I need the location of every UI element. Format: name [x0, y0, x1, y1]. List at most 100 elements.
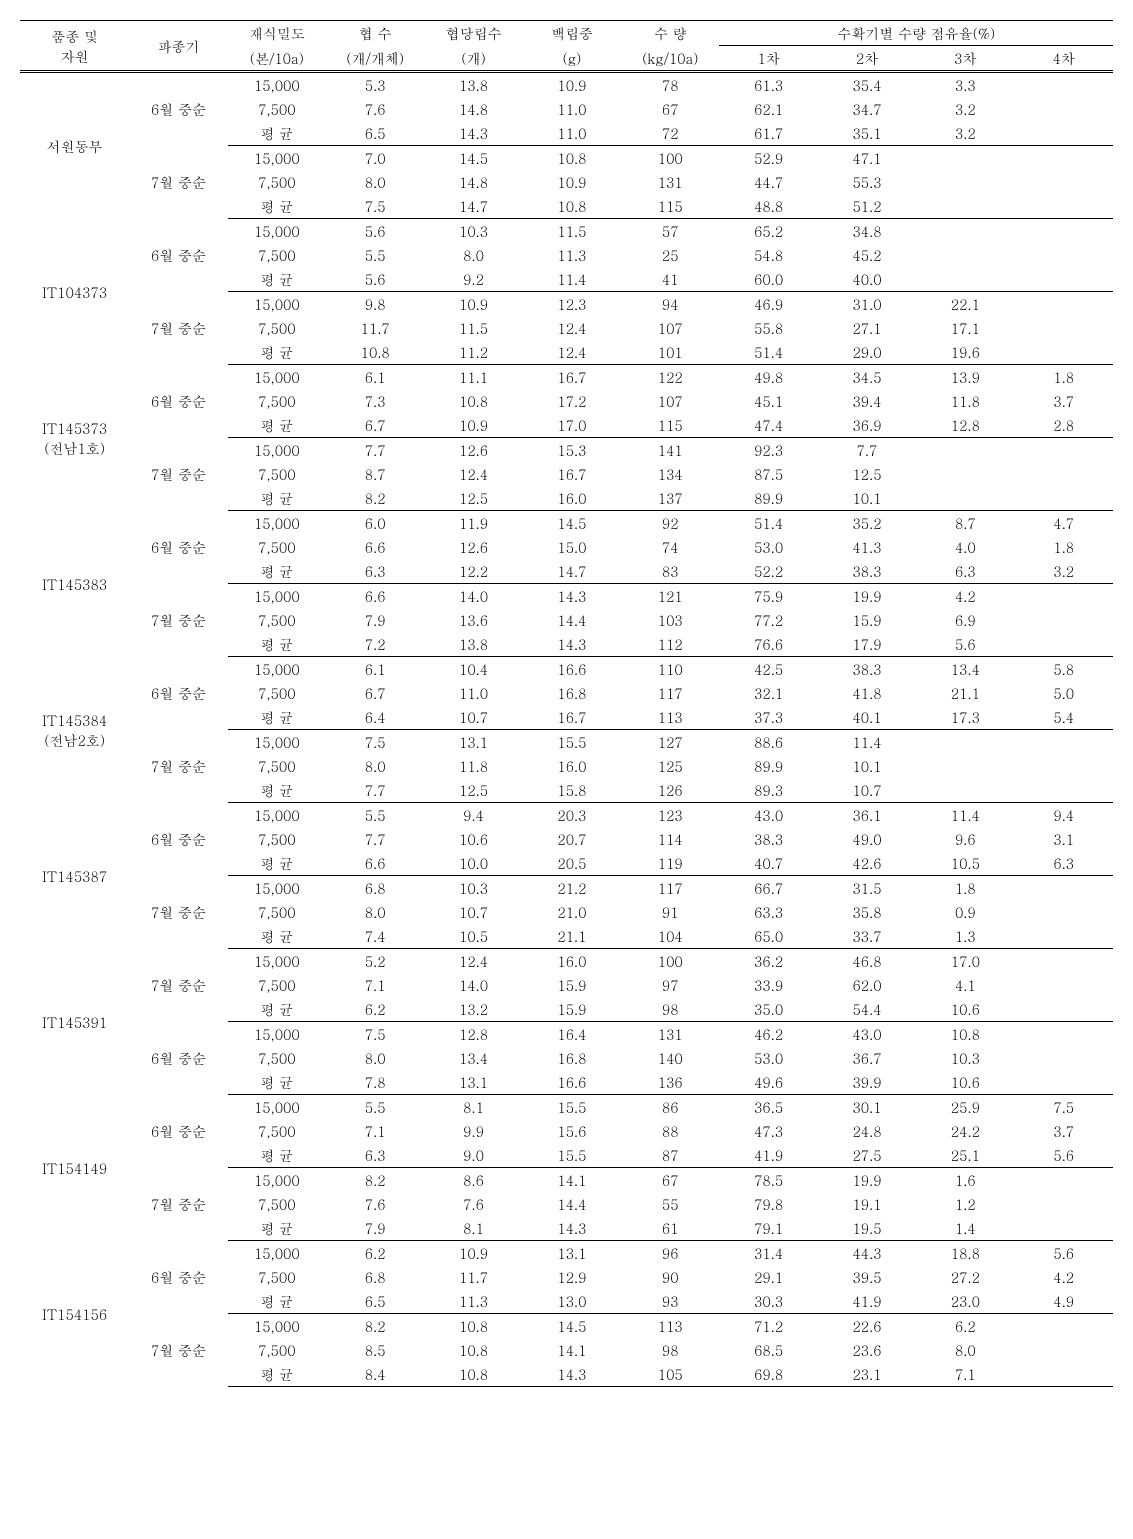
variety-cell: 서원동부: [20, 72, 129, 219]
density-cell: 15,000: [228, 584, 326, 609]
density-cell: 15,000: [228, 365, 326, 390]
value-cell: [1015, 121, 1113, 146]
value-cell: 52.9: [719, 146, 817, 171]
value-cell: 34.7: [818, 97, 916, 121]
variety-cell: IT154156: [20, 1241, 129, 1387]
value-cell: 86: [621, 1095, 719, 1120]
value-cell: [1015, 72, 1113, 98]
value-cell: 65.2: [719, 219, 817, 244]
value-cell: 36.5: [719, 1095, 817, 1120]
value-cell: 38.3: [818, 559, 916, 584]
value-cell: 14.3: [523, 584, 621, 609]
value-cell: 5.4: [1015, 705, 1113, 730]
value-cell: 30.1: [818, 1095, 916, 1120]
density-cell: 15,000: [228, 657, 326, 682]
value-cell: 5.5: [326, 243, 424, 267]
density-cell: 15,000: [228, 292, 326, 317]
value-cell: 117: [621, 681, 719, 705]
value-cell: [1015, 1192, 1113, 1216]
value-cell: 67: [621, 1168, 719, 1193]
sowing-cell: 6월 중순: [129, 365, 227, 438]
value-cell: 14.4: [523, 608, 621, 632]
value-cell: 5.6: [1015, 1241, 1113, 1266]
value-cell: 10.3: [916, 1046, 1014, 1070]
value-cell: 88.6: [719, 730, 817, 755]
value-cell: 8.0: [326, 900, 424, 924]
value-cell: [1015, 1046, 1113, 1070]
value-cell: 13.4: [916, 657, 1014, 682]
value-cell: 47.3: [719, 1119, 817, 1143]
sowing-cell: 7월 중순: [129, 876, 227, 949]
value-cell: 7.7: [818, 438, 916, 463]
value-cell: 6.1: [326, 365, 424, 390]
value-cell: 6.9: [916, 608, 1014, 632]
value-cell: [916, 754, 1014, 778]
value-cell: 0.9: [916, 900, 1014, 924]
value-cell: 114: [621, 827, 719, 851]
sowing-cell: 7월 중순: [129, 584, 227, 657]
variety-cell: IT104373: [20, 219, 129, 365]
avg-label: 평 균: [228, 778, 326, 803]
value-cell: 15.5: [523, 730, 621, 755]
value-cell: 53.0: [719, 535, 817, 559]
value-cell: 14.4: [523, 1192, 621, 1216]
variety-cell: IT145387: [20, 803, 129, 949]
value-cell: 38.3: [818, 657, 916, 682]
value-cell: 13.1: [424, 730, 522, 755]
value-cell: 88: [621, 1119, 719, 1143]
value-cell: 7.6: [424, 1192, 522, 1216]
variety-cell: IT145383: [20, 511, 129, 657]
value-cell: [1015, 170, 1113, 194]
value-cell: 121: [621, 584, 719, 609]
value-cell: 14.3: [424, 121, 522, 146]
value-cell: 100: [621, 146, 719, 171]
variety-cell: IT154149: [20, 1095, 129, 1241]
value-cell: 72: [621, 121, 719, 146]
value-cell: [1015, 194, 1113, 219]
density-cell: 15,000: [228, 876, 326, 901]
density-cell: 7,500: [228, 754, 326, 778]
value-cell: 6.3: [1015, 851, 1113, 876]
sowing-cell: 6월 중순: [129, 803, 227, 876]
value-cell: [916, 778, 1014, 803]
value-cell: 46.8: [818, 949, 916, 974]
value-cell: 67: [621, 97, 719, 121]
col-sowing: 파종기: [129, 21, 227, 72]
value-cell: 16.8: [523, 1046, 621, 1070]
value-cell: 10.7: [424, 705, 522, 730]
value-cell: 9.4: [1015, 803, 1113, 828]
value-cell: 41.3: [818, 535, 916, 559]
value-cell: 136: [621, 1070, 719, 1095]
value-cell: 49.6: [719, 1070, 817, 1095]
value-cell: 35.1: [818, 121, 916, 146]
value-cell: 9.4: [424, 803, 522, 828]
value-cell: 62.1: [719, 97, 817, 121]
value-cell: 15.5: [523, 1095, 621, 1120]
value-cell: 5.2: [326, 949, 424, 974]
value-cell: 51.4: [719, 340, 817, 365]
value-cell: 134: [621, 462, 719, 486]
value-cell: 8.0: [326, 170, 424, 194]
value-cell: 10.9: [424, 413, 522, 438]
value-cell: 7.6: [326, 97, 424, 121]
value-cell: 127: [621, 730, 719, 755]
value-cell: 6.8: [326, 876, 424, 901]
value-cell: [1015, 316, 1113, 340]
value-cell: 79.1: [719, 1216, 817, 1241]
value-cell: 16.7: [523, 365, 621, 390]
value-cell: 11.5: [424, 316, 522, 340]
value-cell: 6.4: [326, 705, 424, 730]
value-cell: 3.7: [1015, 1119, 1113, 1143]
value-cell: 11.7: [326, 316, 424, 340]
value-cell: 13.0: [523, 1289, 621, 1314]
value-cell: 43.0: [818, 1022, 916, 1047]
value-cell: [1015, 146, 1113, 171]
sowing-cell: 7월 중순: [129, 1314, 227, 1387]
value-cell: 11.4: [818, 730, 916, 755]
value-cell: 98: [621, 997, 719, 1022]
value-cell: 8.4: [326, 1362, 424, 1387]
value-cell: 51.4: [719, 511, 817, 536]
density-cell: 7,500: [228, 608, 326, 632]
value-cell: 113: [621, 1314, 719, 1339]
avg-label: 평 균: [228, 486, 326, 511]
